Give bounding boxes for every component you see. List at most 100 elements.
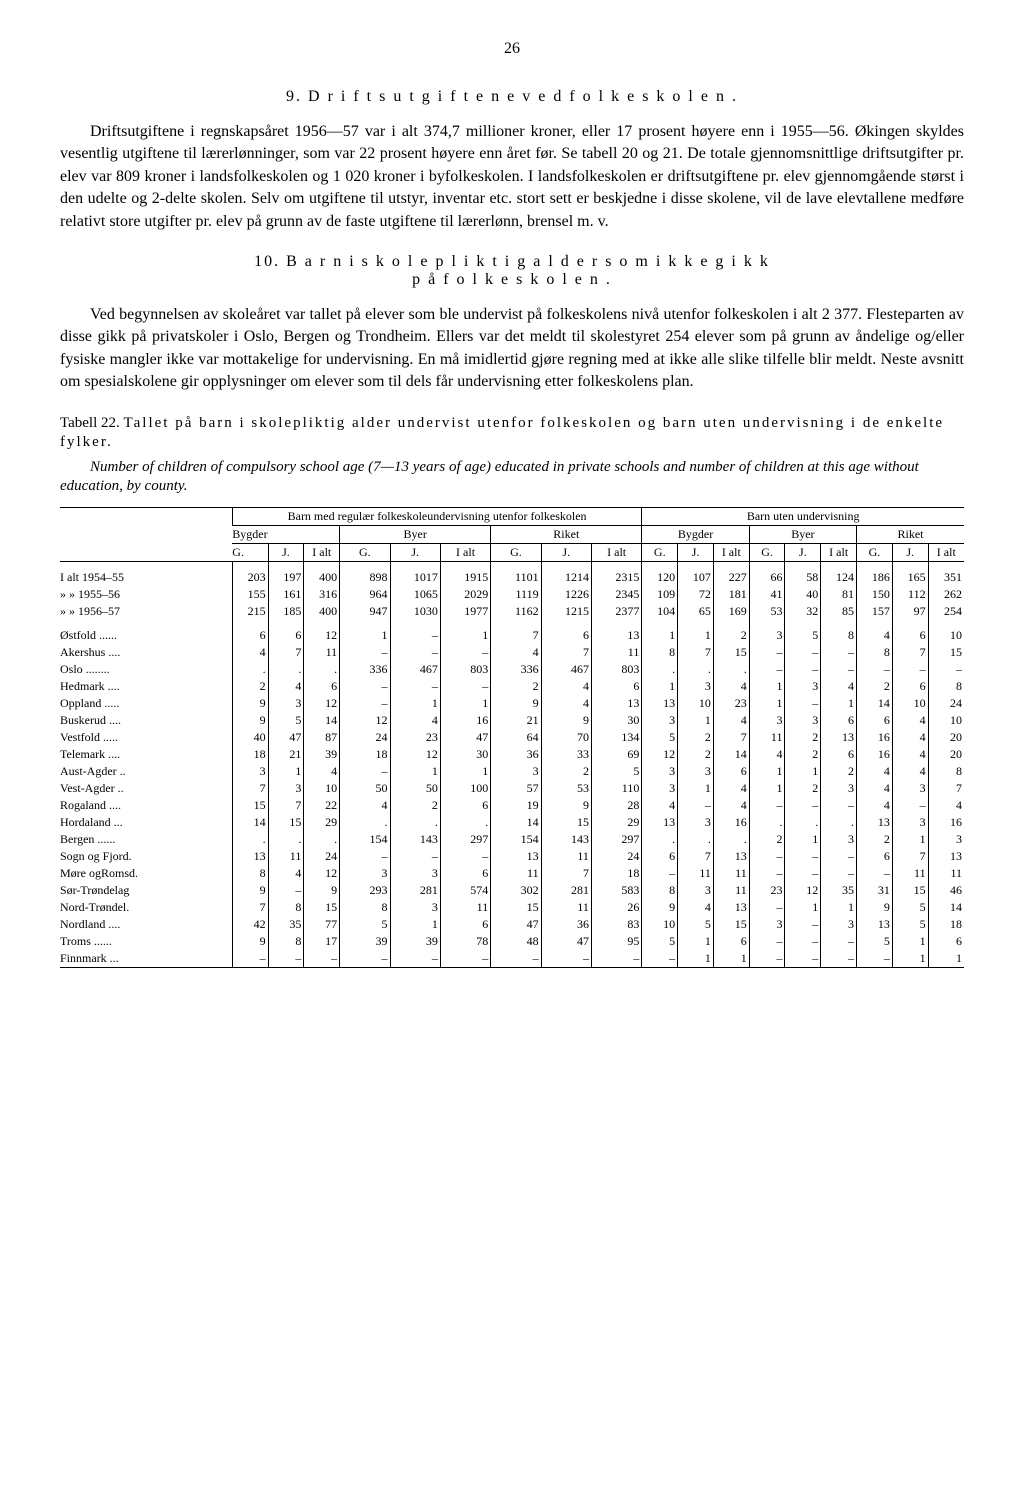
cell: 72 — [678, 586, 714, 603]
col-header: J. — [785, 543, 821, 561]
cell: 15 — [892, 882, 928, 899]
cell: 3 — [268, 695, 304, 712]
row-label: Østfold ...... — [60, 620, 232, 644]
cell: 6 — [440, 797, 490, 814]
cell: – — [785, 848, 821, 865]
cell: 2 — [713, 620, 749, 644]
cell: 13 — [857, 814, 893, 831]
table-caption-prefix: Tabell 22. — [60, 415, 124, 431]
table-row: Møre ogRomsd.841233611718–1111––––1111 — [60, 865, 964, 882]
cell: 297 — [440, 831, 490, 848]
cell: 803 — [440, 661, 490, 678]
col-header: I alt — [591, 543, 641, 561]
cell: 1 — [749, 695, 785, 712]
cell: 10 — [304, 780, 340, 797]
cell: 2 — [785, 780, 821, 797]
table-row: Hedmark ....246–––246134134268 — [60, 678, 964, 695]
cell: 4 — [541, 695, 591, 712]
cell: – — [785, 865, 821, 882]
cell: – — [390, 644, 440, 661]
cell: 6 — [591, 678, 641, 695]
cell: – — [821, 661, 857, 678]
table-row: Sogn og Fjord.131124–––1311246713–––6713 — [60, 848, 964, 865]
cell: 39 — [304, 746, 340, 763]
cell: 48 — [491, 933, 541, 950]
cell: 3 — [268, 780, 304, 797]
cell: 9 — [232, 695, 268, 712]
table-row: Oslo ...........336467803336467803...–––… — [60, 661, 964, 678]
cell: 8 — [642, 882, 678, 899]
cell: 8 — [642, 644, 678, 661]
cell: – — [892, 661, 928, 678]
cell: 6 — [821, 746, 857, 763]
cell: 5 — [785, 620, 821, 644]
table-row: Rogaland ....15722426199284–4–––4–4 — [60, 797, 964, 814]
cell: 9 — [491, 695, 541, 712]
cell: 23 — [390, 729, 440, 746]
cell: – — [340, 678, 390, 695]
col-header: G. — [749, 543, 785, 561]
cell: 4 — [857, 797, 893, 814]
row-label: Bergen ...... — [60, 831, 232, 848]
cell: – — [232, 950, 268, 968]
cell: . — [440, 814, 490, 831]
cell: 13 — [857, 916, 893, 933]
cell: 6 — [892, 678, 928, 695]
table-body: I alt 1954–55203197400898101719151101121… — [60, 561, 964, 967]
cell: 9 — [232, 933, 268, 950]
cell: 13 — [928, 848, 964, 865]
cell: 215 — [232, 603, 268, 620]
cell: 1 — [749, 678, 785, 695]
table-row: Akershus ....4711–––47118715–––8715 — [60, 644, 964, 661]
cell: 13 — [713, 848, 749, 865]
row-label: Sør-Trøndelag — [60, 882, 232, 899]
cell: 1 — [642, 620, 678, 644]
cell: . — [268, 831, 304, 848]
cell: 11 — [541, 848, 591, 865]
cell: 6 — [232, 620, 268, 644]
cell: 134 — [591, 729, 641, 746]
cell: 964 — [340, 586, 390, 603]
cell: 8 — [928, 763, 964, 780]
table-row: » » 1956–5721518540094710301977116212152… — [60, 603, 964, 620]
cell: 2 — [785, 729, 821, 746]
row-label: Nord-Trøndel. — [60, 899, 232, 916]
cell: 9 — [541, 797, 591, 814]
cell: 1 — [892, 950, 928, 968]
cell: 14 — [857, 695, 893, 712]
cell: 1 — [785, 831, 821, 848]
cell: 157 — [857, 603, 893, 620]
cell: 69 — [591, 746, 641, 763]
cell: . — [232, 661, 268, 678]
cell: 6 — [928, 933, 964, 950]
cell: 39 — [390, 933, 440, 950]
col-header: G. — [232, 543, 268, 561]
cell: 30 — [591, 712, 641, 729]
cell: 8 — [232, 865, 268, 882]
cell: 7 — [713, 729, 749, 746]
cell: 3 — [821, 916, 857, 933]
table-22-caption: Tabell 22. Tallet på barn i skolepliktig… — [60, 414, 964, 453]
cell: 3 — [749, 916, 785, 933]
cell: 262 — [928, 586, 964, 603]
cell: 351 — [928, 561, 964, 586]
table-caption-spaced: Tallet på barn i skolepliktig alder unde… — [60, 415, 944, 451]
cell: 1 — [821, 695, 857, 712]
col-header: J. — [268, 543, 304, 561]
cell: 39 — [340, 933, 390, 950]
cell: 3 — [340, 865, 390, 882]
cell: 6 — [821, 712, 857, 729]
cell: – — [440, 950, 490, 968]
cell: 281 — [541, 882, 591, 899]
row-label: Finnmark ... — [60, 950, 232, 968]
cell: 254 — [928, 603, 964, 620]
page-number: 26 — [60, 40, 964, 58]
col-header: I alt — [713, 543, 749, 561]
row-label: Telemark .... — [60, 746, 232, 763]
cell: . — [268, 661, 304, 678]
cell: 4 — [857, 620, 893, 644]
cell: 20 — [928, 729, 964, 746]
row-label: » » 1956–57 — [60, 603, 232, 620]
cell: 10 — [892, 695, 928, 712]
cell: 3 — [928, 831, 964, 848]
